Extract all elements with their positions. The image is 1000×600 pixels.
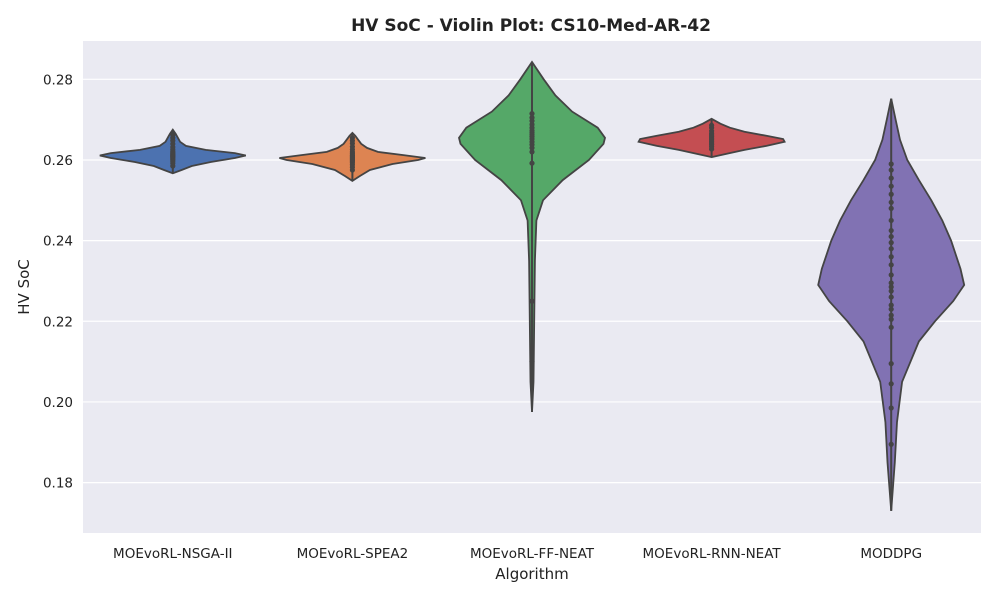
data-point — [888, 217, 894, 224]
y-tick-label: 0.28 — [43, 72, 73, 88]
data-point — [529, 110, 535, 117]
data-point — [529, 359, 535, 365]
y-tick-label: 0.20 — [43, 395, 73, 411]
data-point — [529, 149, 535, 155]
data-point — [888, 254, 894, 260]
data-point — [888, 381, 894, 387]
data-point — [888, 227, 894, 234]
data-point — [170, 132, 176, 138]
data-point — [888, 175, 894, 181]
y-axis-label: HV SoC — [15, 259, 33, 314]
data-point — [529, 160, 535, 166]
data-point — [529, 121, 535, 128]
data-point — [888, 284, 894, 290]
data-point — [888, 246, 894, 252]
data-point — [349, 135, 355, 141]
y-tick-labels: 0.18 0.20 0.22 0.24 0.26 0.28 — [43, 72, 73, 491]
data-point — [888, 262, 894, 268]
y-tick-label: 0.24 — [43, 234, 73, 250]
data-point — [888, 191, 894, 197]
x-tick-label: MODDPG — [860, 546, 922, 562]
data-point — [888, 233, 894, 240]
data-point — [888, 199, 894, 205]
data-point — [888, 240, 894, 246]
data-point — [529, 298, 535, 304]
data-point — [888, 441, 894, 447]
data-point — [888, 316, 894, 322]
data-point — [888, 183, 894, 189]
y-tick-label: 0.22 — [43, 314, 73, 330]
data-point — [888, 361, 894, 367]
data-point — [888, 405, 894, 411]
data-point — [888, 161, 894, 167]
x-tick-labels: MOEvoRL-NSGA-II MOEvoRL-SPEA2 MOEvoRL-FF-N… — [113, 546, 922, 562]
data-point — [888, 294, 894, 300]
data-point — [888, 302, 894, 308]
y-tick-label: 0.26 — [43, 153, 73, 169]
x-tick-label: MOEvoRL-SPEA2 — [297, 546, 409, 562]
data-point — [888, 312, 894, 318]
x-tick-label: MOEvoRL-NSGA-II — [113, 546, 233, 562]
data-point — [529, 115, 535, 121]
data-point — [888, 167, 894, 173]
x-axis-label: Algorithm — [495, 565, 568, 583]
data-point — [888, 280, 894, 286]
x-tick-label: MOEvoRL-RNN-NEAT — [643, 546, 782, 562]
data-point — [888, 324, 894, 330]
y-tick-label: 0.18 — [43, 476, 73, 492]
x-tick-label: MOEvoRL-FF-NEAT — [470, 546, 595, 562]
data-point — [888, 288, 894, 294]
violins — [99, 60, 966, 511]
data-point — [888, 306, 894, 312]
data-point — [888, 205, 894, 211]
data-point — [709, 122, 715, 128]
chart-title: HV SoC - Violin Plot: CS10-Med-AR-42 — [351, 16, 711, 36]
data-point — [888, 272, 894, 278]
